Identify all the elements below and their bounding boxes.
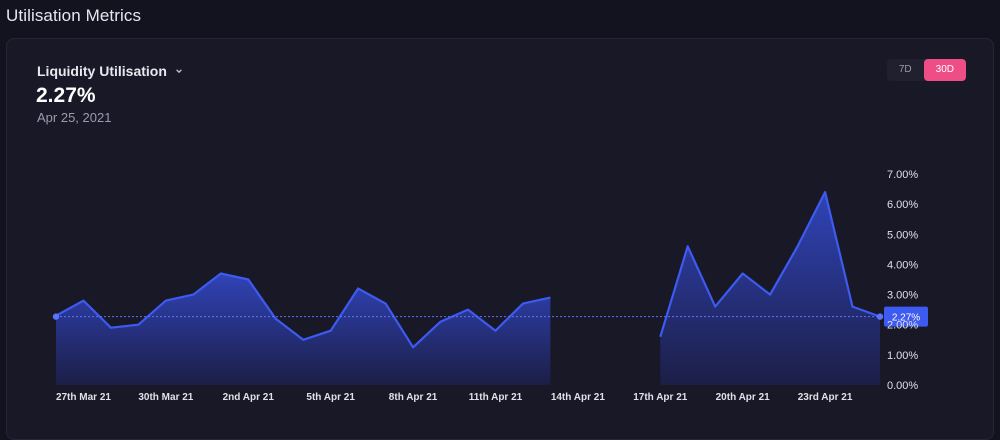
y-tick-label: 7.00% [887,169,918,181]
x-tick-label: 5th Apr 21 [306,392,355,403]
metric-value: 2.27% [36,84,96,107]
data-point[interactable] [245,277,251,283]
data-point[interactable] [850,304,856,310]
data-point[interactable] [355,286,361,292]
data-point[interactable] [218,270,224,276]
x-tick-label: 30th Mar 21 [138,392,193,403]
x-tick-label: 14th Apr 21 [551,392,606,403]
x-tick-label: 27th Mar 21 [56,392,111,403]
series-area-1 [660,192,880,385]
reference-start-dot [52,313,60,320]
utilisation-chart: 2.27% 7.00% 6.00% 5.00% 4.00% 3.00% 2.00% 1.00… [52,169,928,403]
current-value-badge [884,306,928,327]
range-toggle: 7D 30D [886,59,966,81]
series-line-1 [659,191,881,338]
data-point[interactable] [822,189,828,195]
page-title: Utilisation Metrics [6,6,142,25]
y-tick-label: 4.00% [887,259,918,271]
range-30d-button[interactable]: 30D [923,59,966,81]
y-tick-label: 2.00% [887,320,918,332]
x-tick-label: 20th Apr 21 [716,392,771,403]
data-point[interactable] [520,301,526,307]
y-tick-label: 1.00% [887,350,918,362]
data-point[interactable] [383,301,389,307]
data-point[interactable] [740,270,746,276]
range-7d-button[interactable]: 7D [898,64,912,75]
x-tick-label: 11th Apr 21 [469,392,523,403]
y-tick-label: 0.00% [887,380,918,392]
series-area-0 [56,273,551,385]
current-value-badge-label: 2.27% [892,313,920,324]
data-point[interactable] [190,292,196,298]
y-tick-label: 6.00% [887,199,918,211]
data-point[interactable] [108,325,114,331]
metric-label: Liquidity Utilisation [37,63,167,79]
data-point[interactable] [767,292,773,298]
data-point[interactable] [685,243,691,249]
metric-date: Apr 25, 2021 [37,110,112,125]
x-tick-label: 2nd Apr 21 [223,392,275,403]
x-tick-label: 17th Apr 21 [633,392,688,403]
data-point[interactable] [80,298,86,304]
data-point[interactable] [438,319,444,325]
metric-dropdown[interactable]: Liquidity Utilisation [37,63,183,79]
x-tick-label: 23rd Apr 21 [798,392,853,403]
y-tick-label: 5.00% [887,229,918,241]
series-line-0 [55,272,551,349]
data-point[interactable] [657,334,663,340]
data-point[interactable] [547,295,553,301]
data-point[interactable] [410,344,416,350]
data-point[interactable] [328,328,334,334]
reference-end-dot [876,313,884,320]
chevron-down-icon [176,69,182,74]
data-point[interactable] [135,322,141,328]
y-tick-label: 3.00% [887,290,918,302]
data-point[interactable] [712,304,718,310]
data-point[interactable] [300,337,306,343]
data-point[interactable] [163,298,169,304]
data-point[interactable] [795,243,801,249]
data-point[interactable] [492,328,498,334]
x-tick-label: 8th Apr 21 [389,392,438,403]
data-point[interactable] [465,307,471,313]
